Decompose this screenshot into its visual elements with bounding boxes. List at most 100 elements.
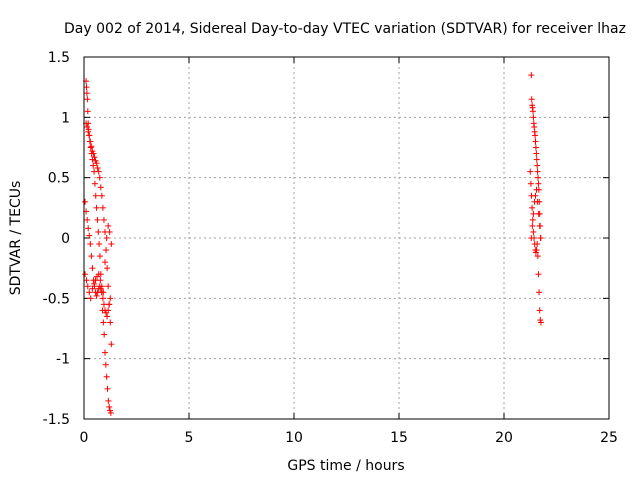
data-point: [87, 144, 94, 151]
data-point: [536, 222, 543, 229]
data-point: [530, 114, 537, 121]
data-point: [529, 108, 536, 115]
data-point: [95, 271, 102, 278]
data-point: [105, 307, 112, 314]
data-point: [533, 247, 540, 254]
y-tick-label: -1.5: [43, 412, 70, 428]
data-point: [534, 253, 541, 260]
x-tick-label: 20: [495, 430, 513, 446]
data-point: [107, 295, 114, 302]
y-tick-label: -0.5: [43, 291, 70, 307]
data-point: [92, 192, 99, 199]
grid-lines: [84, 57, 609, 419]
data-point: [97, 184, 104, 191]
data-point: [533, 186, 540, 193]
y-tick-label: 1.5: [48, 50, 70, 66]
y-axis-label: SDTVAR / TECUs: [8, 181, 24, 296]
data-point: [90, 150, 97, 157]
data-point: [534, 162, 541, 169]
data-point: [91, 280, 98, 287]
data-point: [86, 232, 93, 239]
data-point: [84, 123, 91, 130]
data-point: [103, 235, 110, 241]
data-point: [108, 341, 115, 348]
data-point: [107, 409, 114, 416]
data-point: [96, 174, 103, 181]
data-point: [104, 265, 111, 272]
data-point: [91, 180, 98, 187]
x-tick-label: 10: [285, 430, 303, 446]
data-point: [84, 108, 91, 115]
data-point: [105, 397, 112, 404]
data-point: [100, 301, 107, 308]
x-axis-label: GPS time / hours: [287, 458, 404, 474]
data-point: [93, 160, 100, 167]
plot-frame: [83, 56, 610, 420]
data-point: [532, 132, 539, 139]
data-point: [95, 228, 102, 235]
data-point: [84, 216, 91, 223]
data-point: [533, 150, 540, 157]
chart-title: Day 002 of 2014, Sidereal Day-to-day VTE…: [64, 21, 626, 37]
y-tick-label: 1: [61, 110, 70, 126]
data-point: [105, 283, 112, 290]
data-point: [102, 259, 108, 266]
x-tick-label: 5: [185, 430, 194, 446]
data-point: [95, 168, 102, 175]
y-tick-label: -1: [56, 352, 70, 368]
data-point: [82, 198, 89, 205]
data-point: [83, 277, 90, 284]
data-point: [83, 90, 90, 97]
data-point: [534, 198, 541, 205]
data-point: [94, 165, 101, 172]
data-point: [88, 253, 95, 260]
data-point: [108, 241, 115, 248]
data-point: [107, 319, 114, 326]
data-point: [85, 128, 92, 135]
data-point: [93, 204, 100, 211]
data-points: [82, 72, 544, 416]
data-point: [84, 96, 91, 103]
data-point: [99, 204, 106, 211]
data-point: [99, 295, 106, 302]
data-point: [106, 228, 113, 235]
data-point: [100, 289, 107, 296]
data-point: [93, 292, 100, 299]
data-point: [87, 241, 94, 248]
data-point: [85, 225, 92, 232]
data-point: [106, 301, 113, 308]
data-point: [537, 235, 544, 241]
data-point: [97, 277, 104, 284]
data-point: [535, 180, 542, 187]
data-point: [532, 138, 539, 145]
data-point: [100, 319, 107, 326]
data-point: [101, 331, 108, 338]
data-point: [102, 349, 108, 356]
data-point: [83, 84, 90, 91]
data-point: [528, 72, 535, 79]
data-point: [86, 132, 93, 139]
data-point: [535, 271, 542, 278]
data-point: [84, 283, 91, 290]
data-point: [86, 289, 93, 296]
data-point: [529, 222, 536, 229]
data-point: [89, 265, 96, 272]
data-point: [104, 385, 111, 392]
data-point: [90, 162, 97, 169]
data-point: [532, 144, 539, 151]
data-point: [527, 180, 534, 187]
data-point: [536, 289, 543, 296]
data-point: [89, 285, 96, 292]
data-point: [536, 307, 543, 314]
x-tick-label: 25: [600, 430, 618, 446]
data-point: [88, 143, 95, 150]
x-tick-label: 0: [80, 430, 89, 446]
data-point: [529, 204, 536, 211]
data-point: [96, 253, 103, 260]
data-point: [105, 222, 112, 229]
x-tick-label: 15: [390, 430, 408, 446]
data-point: [528, 235, 535, 241]
y-tick-label: 0: [61, 231, 70, 247]
data-point: [532, 192, 539, 199]
